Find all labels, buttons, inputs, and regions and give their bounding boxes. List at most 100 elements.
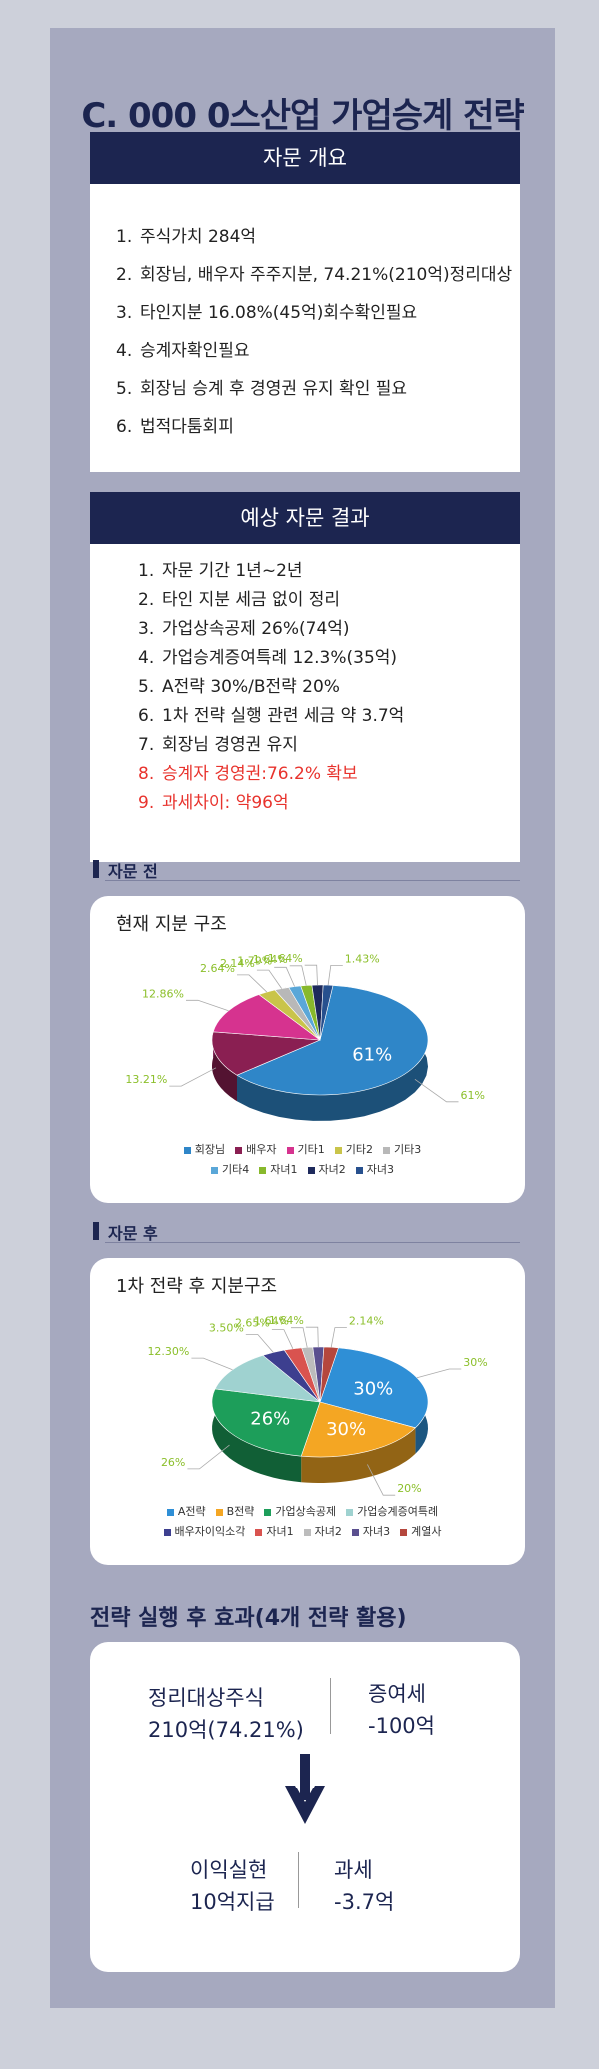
list-item: 6. 1차 전략 실행 관련 세금 약 3.7억 <box>138 701 404 726</box>
leader-line <box>237 974 268 993</box>
effects-title: 전략 실행 후 효과(4개 전략 활용) <box>90 1606 407 1631</box>
pie-slice-2 <box>300 1401 416 1458</box>
leader-line <box>191 1357 233 1371</box>
list-item: 3. 타인지분 16.08%(45억)회수확인필요 <box>116 298 417 323</box>
data-label: 12.30% <box>147 1345 189 1358</box>
legend-item: 기타3 <box>383 1141 421 1157</box>
legend-label: 기타2 <box>345 1143 373 1156</box>
list-item-text: 회장님 경영권 유지 <box>162 735 298 755</box>
legend-row: 기타4 자녀1 자녀2 자녀3 <box>90 1161 525 1177</box>
advisory-overview-card: 자문 개요 1. 주식가치 284억 2. 회장님, 배우자 주주지분, 74.21%… <box>90 132 520 472</box>
leader-line <box>305 1326 319 1348</box>
legend-item: 배우자 <box>235 1141 277 1157</box>
list-item: 3. 가업상속공제 26%(74억) <box>138 614 350 639</box>
legend-swatch <box>183 1146 191 1154</box>
data-label: 1.64% <box>268 952 303 965</box>
legend-swatch <box>400 1528 408 1536</box>
pie-slice-side <box>212 1388 302 1483</box>
data-label: 1.64% <box>254 1315 289 1328</box>
list-item-text: 1차 전략 실행 관련 세금 약 3.7억 <box>162 706 405 726</box>
list-item-number: 7. <box>138 735 155 755</box>
legend-swatch <box>286 1146 294 1154</box>
leader-line <box>416 1368 462 1379</box>
inner-label: 30% <box>353 1379 393 1400</box>
list-item: 5. 회장님 승계 후 경영권 유지 확인 필요 <box>116 374 407 399</box>
list-item-text: 회장님, 배우자 주주지분, 74.21%(210억)정리대상 <box>140 265 513 285</box>
before-pie-chart: 61% 13.21% 12.86% 2.64%2.14%1.79%1.64%1.64%… <box>125 952 485 1121</box>
legend-item: B전략 <box>215 1503 254 1519</box>
effect-top-left-line1: 정리대상주식 <box>148 1686 264 1710</box>
data-label: 2.65% <box>235 1317 270 1330</box>
effect-top-left: 정리대상주식 210억(74.21%) <box>148 1682 304 1746</box>
legend-item: A전략 <box>166 1503 206 1519</box>
effect-bottom-right: 과세 -3.7억 <box>334 1854 394 1918</box>
list-item-text: 승계자 경영권:76.2% 확보 <box>162 764 358 784</box>
list-item-number: 6. <box>138 706 155 726</box>
list-item-text: 자문 기간 1년~2년 <box>162 561 303 581</box>
legend-item: 자녀2 <box>307 1161 346 1177</box>
list-item-text: 과세차이: 약96억 <box>162 793 289 813</box>
legend-label: A전략 <box>177 1505 206 1518</box>
data-label: 26% <box>161 1456 185 1469</box>
effect-bottom-divider <box>298 1852 299 1908</box>
pie-slice-3 <box>212 994 322 1041</box>
legend-swatch <box>166 1508 174 1516</box>
pie-slice-side <box>301 1427 416 1483</box>
list-item-number: 9. <box>138 793 155 813</box>
list-item-text: 승계자확인필요 <box>140 341 250 361</box>
data-label: 13.21% <box>125 1073 167 1086</box>
data-label: 30% <box>463 1356 487 1369</box>
list-item-number: 1. <box>116 227 133 247</box>
list-item-number: 1. <box>138 561 155 581</box>
legend-row: 회장님 배우자 기타1 기타2 기타3 <box>90 1141 525 1157</box>
leader-line <box>274 966 295 987</box>
list-item-text: 회장님 승계 후 경영권 유지 확인 필요 <box>140 379 408 399</box>
leader-line <box>414 1078 459 1103</box>
leader-line <box>271 1329 294 1349</box>
list-item: 4. 가업승계증여특례 12.3%(35억) <box>138 643 397 668</box>
after-chart-title: 1차 전략 후 지분구조 <box>116 1276 278 1297</box>
arrow-down-icon <box>285 1754 325 1824</box>
list-item: 5. A전략 30%/B전략 20% <box>138 672 340 697</box>
leader-line <box>327 965 343 986</box>
list-item: 2. 타인 지분 세금 없이 정리 <box>138 585 340 610</box>
list-item-number: 8. <box>138 764 155 784</box>
pie-slice-2 <box>211 1031 321 1076</box>
list-item-number: 2. <box>116 265 133 285</box>
legend-item: 자녀2 <box>303 1523 342 1539</box>
list-item-text: 법적다툼회피 <box>140 417 234 437</box>
legend-label: 자녀2 <box>318 1163 346 1176</box>
list-item: 1. 주식가치 284억 <box>116 222 256 247</box>
legend-item: 가업상속공제 <box>264 1503 336 1519</box>
list-item-number: 6. <box>116 417 133 437</box>
data-label: 3.50% <box>209 1322 244 1335</box>
list-item-number: 3. <box>116 303 133 323</box>
legend-label: 배우자 <box>246 1143 277 1156</box>
list-item: 6. 법적다툼회피 <box>116 412 234 437</box>
data-label: 2.14% <box>220 957 255 970</box>
list-item-number: 2. <box>138 590 155 610</box>
leader-line <box>291 1327 308 1348</box>
legend-label: 자녀3 <box>366 1163 394 1176</box>
before-chart-title: 현재 지분 구조 <box>116 914 227 935</box>
list-item-text: 가업승계증여특례 12.3%(35억) <box>162 648 398 668</box>
effect-top-divider <box>330 1678 331 1734</box>
legend-item: 자녀1 <box>259 1161 298 1177</box>
after-chart-card: 1차 전략 후 지분구조 30% 20% 26% 12.30% 3.50% 2.65% 1.… <box>90 1258 525 1565</box>
legend-item: 기타2 <box>334 1141 373 1157</box>
list-item-number: 3. <box>138 619 155 639</box>
legend-swatch <box>215 1508 223 1516</box>
leader-line <box>245 1334 274 1353</box>
list-item-text: A전략 30%/B전략 20% <box>162 677 340 697</box>
legend-label: 계열사 <box>411 1525 442 1538</box>
list-item: 9. 과세차이: 약96억 <box>138 788 289 813</box>
leader-line <box>186 999 229 1012</box>
data-label: 1.64% <box>253 953 288 966</box>
effect-top-right: 증여세 -100억 <box>368 1678 435 1742</box>
main-panel: C. 000 0스산업 가업승계 전략 자문 개요 1. 주식가치 284억 2. 회… <box>50 28 555 2008</box>
legend-item: 자녀1 <box>255 1523 294 1539</box>
list-item: 2. 회장님, 배우자 주주지분, 74.21%(210억)정리대상 <box>116 260 512 285</box>
before-chart-card: 현재 지분 구조 61% 13.21% 12.86% 2.64% 2.14% 1.79% 1… <box>90 896 525 1203</box>
after-pie-chart: 30% 20% 26% 12.30% 3.50%2.65%1.64%1.64% 2.14%… <box>147 1314 488 1496</box>
legend-label: 자녀3 <box>362 1525 391 1538</box>
